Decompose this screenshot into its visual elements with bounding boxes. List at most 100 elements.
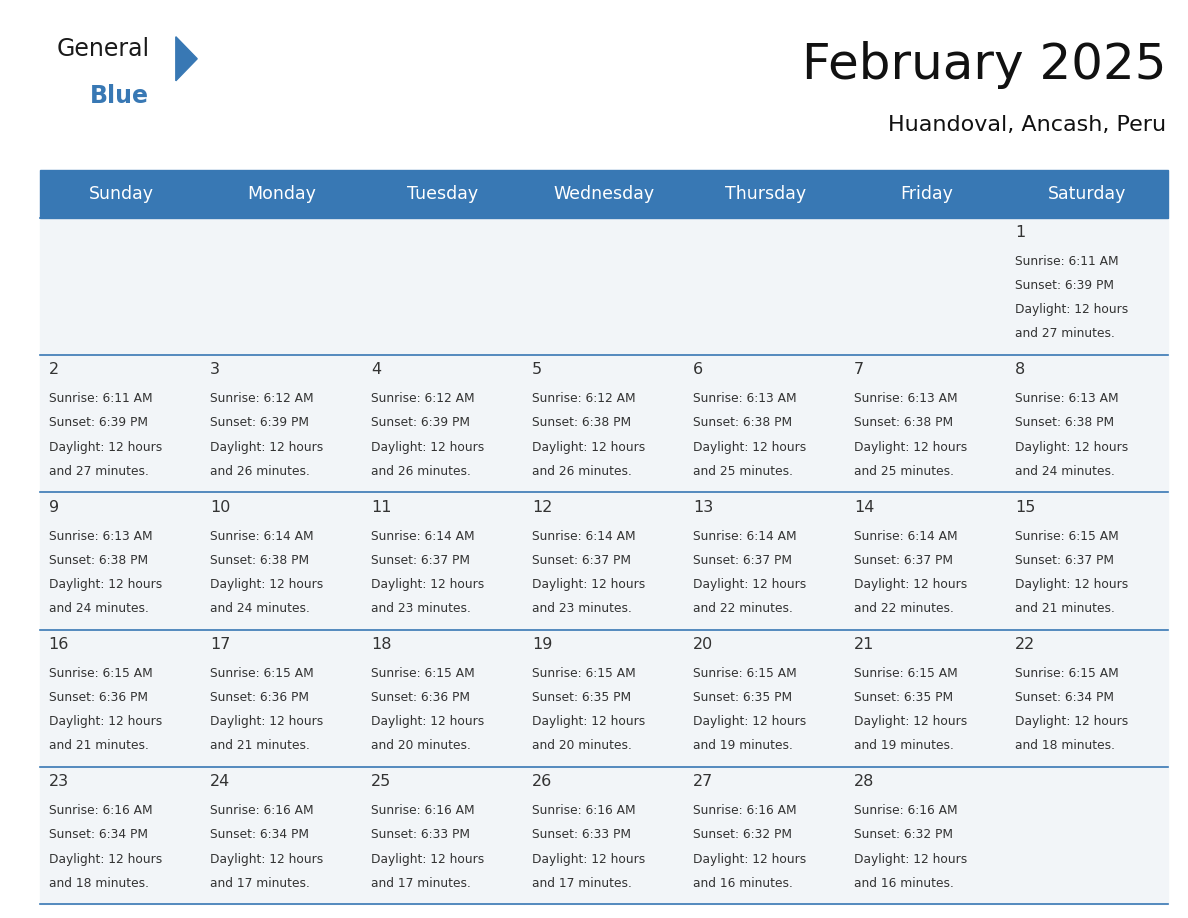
Bar bbox=[846, 218, 1006, 355]
Bar bbox=[1006, 630, 1168, 767]
Text: Sunset: 6:39 PM: Sunset: 6:39 PM bbox=[49, 417, 147, 430]
Text: and 20 minutes.: and 20 minutes. bbox=[532, 739, 632, 752]
Text: Daylight: 12 hours: Daylight: 12 hours bbox=[693, 715, 807, 728]
Text: 11: 11 bbox=[371, 499, 391, 515]
Text: Daylight: 12 hours: Daylight: 12 hours bbox=[371, 441, 484, 453]
Text: Sunrise: 6:14 AM: Sunrise: 6:14 AM bbox=[371, 530, 474, 543]
Bar bbox=[684, 218, 846, 355]
Bar bbox=[40, 355, 202, 492]
Text: Huandoval, Ancash, Peru: Huandoval, Ancash, Peru bbox=[889, 115, 1167, 135]
Text: Sunrise: 6:14 AM: Sunrise: 6:14 AM bbox=[532, 530, 636, 543]
Text: Daylight: 12 hours: Daylight: 12 hours bbox=[854, 441, 967, 453]
Text: and 22 minutes.: and 22 minutes. bbox=[854, 602, 954, 615]
Text: 20: 20 bbox=[693, 637, 713, 652]
Text: Sunset: 6:37 PM: Sunset: 6:37 PM bbox=[1015, 554, 1114, 566]
Bar bbox=[40, 630, 202, 767]
Text: Friday: Friday bbox=[899, 185, 953, 203]
Text: Sunrise: 6:15 AM: Sunrise: 6:15 AM bbox=[210, 667, 314, 680]
Text: Sunrise: 6:13 AM: Sunrise: 6:13 AM bbox=[693, 393, 797, 406]
Text: and 21 minutes.: and 21 minutes. bbox=[210, 739, 310, 752]
Text: Sunday: Sunday bbox=[88, 185, 153, 203]
Text: Sunset: 6:34 PM: Sunset: 6:34 PM bbox=[49, 828, 147, 842]
Text: Sunset: 6:38 PM: Sunset: 6:38 PM bbox=[49, 554, 147, 566]
Text: Sunset: 6:35 PM: Sunset: 6:35 PM bbox=[854, 691, 953, 704]
Bar bbox=[202, 492, 362, 630]
Text: 3: 3 bbox=[210, 363, 220, 377]
Text: and 24 minutes.: and 24 minutes. bbox=[1015, 465, 1114, 477]
Text: 23: 23 bbox=[49, 774, 69, 789]
Text: Sunrise: 6:15 AM: Sunrise: 6:15 AM bbox=[854, 667, 958, 680]
Text: and 17 minutes.: and 17 minutes. bbox=[210, 877, 310, 890]
Text: Sunset: 6:38 PM: Sunset: 6:38 PM bbox=[1015, 417, 1114, 430]
Text: Sunrise: 6:15 AM: Sunrise: 6:15 AM bbox=[49, 667, 152, 680]
Text: Sunset: 6:33 PM: Sunset: 6:33 PM bbox=[371, 828, 469, 842]
Text: Daylight: 12 hours: Daylight: 12 hours bbox=[49, 441, 162, 453]
Text: 4: 4 bbox=[371, 363, 381, 377]
Text: Daylight: 12 hours: Daylight: 12 hours bbox=[210, 715, 323, 728]
Bar bbox=[684, 767, 846, 904]
Text: and 25 minutes.: and 25 minutes. bbox=[693, 465, 792, 477]
Bar bbox=[40, 767, 202, 904]
Text: 13: 13 bbox=[693, 499, 713, 515]
Text: and 17 minutes.: and 17 minutes. bbox=[371, 877, 470, 890]
Text: 18: 18 bbox=[371, 637, 391, 652]
Text: and 26 minutes.: and 26 minutes. bbox=[371, 465, 470, 477]
Text: 26: 26 bbox=[532, 774, 552, 789]
Text: Sunset: 6:37 PM: Sunset: 6:37 PM bbox=[693, 554, 792, 566]
Text: 24: 24 bbox=[210, 774, 230, 789]
Text: Sunrise: 6:16 AM: Sunrise: 6:16 AM bbox=[532, 804, 636, 817]
Text: Sunrise: 6:15 AM: Sunrise: 6:15 AM bbox=[1015, 530, 1119, 543]
Text: Sunset: 6:39 PM: Sunset: 6:39 PM bbox=[1015, 279, 1114, 292]
Text: Sunset: 6:38 PM: Sunset: 6:38 PM bbox=[693, 417, 792, 430]
Text: Sunset: 6:39 PM: Sunset: 6:39 PM bbox=[371, 417, 469, 430]
Text: Daylight: 12 hours: Daylight: 12 hours bbox=[49, 577, 162, 591]
Text: 25: 25 bbox=[371, 774, 391, 789]
Bar bbox=[202, 767, 362, 904]
Text: Sunset: 6:35 PM: Sunset: 6:35 PM bbox=[693, 691, 792, 704]
Bar bbox=[362, 630, 524, 767]
Text: Daylight: 12 hours: Daylight: 12 hours bbox=[693, 441, 807, 453]
Text: Daylight: 12 hours: Daylight: 12 hours bbox=[49, 853, 162, 866]
Text: Sunrise: 6:12 AM: Sunrise: 6:12 AM bbox=[210, 393, 314, 406]
Text: Sunset: 6:33 PM: Sunset: 6:33 PM bbox=[532, 828, 631, 842]
Text: Monday: Monday bbox=[247, 185, 316, 203]
Text: Daylight: 12 hours: Daylight: 12 hours bbox=[532, 441, 645, 453]
Text: Daylight: 12 hours: Daylight: 12 hours bbox=[1015, 441, 1129, 453]
Text: and 21 minutes.: and 21 minutes. bbox=[1015, 602, 1114, 615]
Text: Daylight: 12 hours: Daylight: 12 hours bbox=[693, 853, 807, 866]
Text: and 21 minutes.: and 21 minutes. bbox=[49, 739, 148, 752]
Text: Sunset: 6:36 PM: Sunset: 6:36 PM bbox=[210, 691, 309, 704]
Text: Sunrise: 6:14 AM: Sunrise: 6:14 AM bbox=[854, 530, 958, 543]
Bar bbox=[684, 492, 846, 630]
Text: Sunrise: 6:15 AM: Sunrise: 6:15 AM bbox=[532, 667, 636, 680]
Bar bbox=[524, 355, 684, 492]
Text: Sunrise: 6:12 AM: Sunrise: 6:12 AM bbox=[371, 393, 474, 406]
Text: Sunrise: 6:13 AM: Sunrise: 6:13 AM bbox=[49, 530, 152, 543]
Bar bbox=[524, 630, 684, 767]
Text: Sunset: 6:39 PM: Sunset: 6:39 PM bbox=[210, 417, 309, 430]
Text: Sunrise: 6:16 AM: Sunrise: 6:16 AM bbox=[210, 804, 314, 817]
Text: Sunrise: 6:16 AM: Sunrise: 6:16 AM bbox=[49, 804, 152, 817]
Text: 7: 7 bbox=[854, 363, 864, 377]
Text: Daylight: 12 hours: Daylight: 12 hours bbox=[210, 853, 323, 866]
Text: and 24 minutes.: and 24 minutes. bbox=[49, 602, 148, 615]
Text: 22: 22 bbox=[1015, 637, 1035, 652]
Text: Daylight: 12 hours: Daylight: 12 hours bbox=[854, 577, 967, 591]
Text: 10: 10 bbox=[210, 499, 230, 515]
Text: Sunset: 6:38 PM: Sunset: 6:38 PM bbox=[210, 554, 309, 566]
Text: 28: 28 bbox=[854, 774, 874, 789]
Bar bbox=[524, 218, 684, 355]
Text: Sunset: 6:36 PM: Sunset: 6:36 PM bbox=[371, 691, 469, 704]
Bar bbox=[524, 492, 684, 630]
Bar bbox=[846, 767, 1006, 904]
Text: and 18 minutes.: and 18 minutes. bbox=[1015, 739, 1116, 752]
Text: and 20 minutes.: and 20 minutes. bbox=[371, 739, 470, 752]
Text: Sunrise: 6:16 AM: Sunrise: 6:16 AM bbox=[854, 804, 958, 817]
Text: Sunrise: 6:16 AM: Sunrise: 6:16 AM bbox=[371, 804, 474, 817]
Text: Daylight: 12 hours: Daylight: 12 hours bbox=[854, 715, 967, 728]
Text: Daylight: 12 hours: Daylight: 12 hours bbox=[693, 577, 807, 591]
Text: 21: 21 bbox=[854, 637, 874, 652]
Text: Daylight: 12 hours: Daylight: 12 hours bbox=[854, 853, 967, 866]
Text: Sunrise: 6:11 AM: Sunrise: 6:11 AM bbox=[49, 393, 152, 406]
Text: Sunrise: 6:13 AM: Sunrise: 6:13 AM bbox=[1015, 393, 1119, 406]
